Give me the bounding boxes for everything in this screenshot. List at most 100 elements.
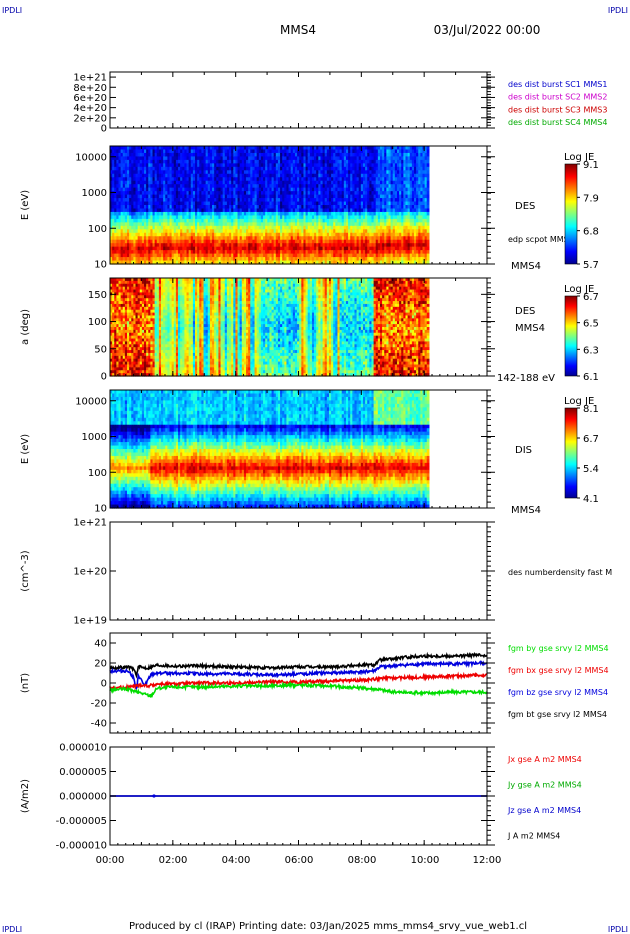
heatmap-cell xyxy=(127,156,130,161)
heatmap-cell xyxy=(129,173,132,178)
heatmap-cell xyxy=(180,208,183,213)
heatmap-cell xyxy=(156,211,160,217)
heatmap-cell xyxy=(171,232,175,237)
heatmap-cell xyxy=(141,239,145,244)
heatmap-cell xyxy=(124,184,128,189)
heatmap-cell xyxy=(114,246,117,251)
heatmap-cell xyxy=(133,152,137,158)
heatmap-cell xyxy=(184,239,188,244)
heatmap-cell xyxy=(114,201,117,206)
heatmap-cell xyxy=(156,257,160,262)
heatmap-cell xyxy=(165,250,168,255)
y-tick-label: 4e+20 xyxy=(73,103,107,114)
heatmap-cell xyxy=(144,208,147,213)
heatmap-cell xyxy=(144,194,147,199)
heatmap-cell xyxy=(156,191,160,196)
heatmap-cell xyxy=(127,215,130,220)
heatmap-cell xyxy=(184,198,188,203)
heatmap-cell xyxy=(186,152,190,158)
heatmap-cell xyxy=(118,170,122,175)
heatmap-cell xyxy=(122,159,126,164)
heatmap-cell xyxy=(173,159,177,164)
heatmap-cell xyxy=(127,163,130,168)
heatmap-cell xyxy=(150,194,154,199)
heatmap-cell xyxy=(186,222,190,227)
heatmap-cell xyxy=(146,201,149,206)
heatmap-cell xyxy=(182,198,186,203)
heatmap-cell xyxy=(152,253,156,258)
heatmap-cell xyxy=(131,260,134,265)
heatmap-cell xyxy=(182,163,186,168)
heatmap-cell xyxy=(146,152,149,158)
heatmap-cell xyxy=(186,187,190,192)
heatmap-cell xyxy=(122,184,126,189)
heatmap-cell xyxy=(182,232,186,237)
heatmap-cell xyxy=(135,257,139,262)
heatmap-cell xyxy=(180,225,183,230)
heatmap-cell xyxy=(135,152,139,158)
heatmap-cell xyxy=(167,198,171,203)
heatmap-cell xyxy=(120,218,124,223)
heatmap-cell xyxy=(129,163,132,168)
heatmap-cell xyxy=(165,184,168,189)
heatmap-cell xyxy=(171,243,175,248)
heatmap-cell xyxy=(139,177,143,182)
heatmap-cell xyxy=(120,177,124,182)
heatmap-cell xyxy=(184,184,188,189)
heatmap-cell xyxy=(133,250,137,255)
heatmap-cell xyxy=(124,239,128,244)
heatmap-cell xyxy=(175,173,179,178)
heatmap-cell xyxy=(175,253,179,258)
heatmap-cell xyxy=(171,170,175,175)
heatmap-cell xyxy=(175,222,179,227)
heatmap-cell xyxy=(161,173,164,178)
heatmap-cell xyxy=(124,149,128,154)
heatmap-cell xyxy=(150,166,154,171)
heatmap-cell xyxy=(165,156,168,161)
heatmap-cell xyxy=(118,222,122,227)
heatmap-cell xyxy=(154,152,158,158)
heatmap-cell xyxy=(150,201,154,206)
heatmap-cell xyxy=(173,156,177,161)
heatmap-cell xyxy=(178,253,181,258)
heatmap-cell xyxy=(120,243,124,248)
heatmap-cell xyxy=(120,149,124,154)
heatmap-cell xyxy=(122,156,126,161)
heatmap-cell xyxy=(120,225,124,230)
heatmap-cell xyxy=(175,146,179,151)
heatmap-cell xyxy=(154,173,158,178)
heatmap-cell xyxy=(178,229,181,234)
heatmap-cell xyxy=(148,198,151,203)
heatmap-cell xyxy=(167,156,171,161)
heatmap-cell xyxy=(169,225,173,230)
heatmap-cell xyxy=(141,170,145,175)
heatmap-cell xyxy=(175,218,179,223)
heatmap-cell xyxy=(161,253,164,258)
heatmap-cell xyxy=(167,239,171,244)
heatmap-cell xyxy=(139,187,143,192)
heatmap-cell xyxy=(161,236,164,241)
heatmap-cell xyxy=(139,246,143,251)
heatmap-cell xyxy=(152,243,156,248)
heatmap-cell xyxy=(112,232,115,237)
heatmap-cell xyxy=(184,170,188,175)
heatmap-cell xyxy=(171,194,175,199)
heatmap-cell xyxy=(167,184,171,189)
heatmap-cell xyxy=(110,163,113,168)
heatmap-cell xyxy=(141,152,145,158)
heatmap-cell xyxy=(137,243,141,248)
heatmap-cell xyxy=(163,152,166,158)
heatmap-cell xyxy=(133,177,137,182)
heatmap-cell xyxy=(131,146,134,151)
heatmap-cell xyxy=(173,208,177,213)
heatmap-cell xyxy=(141,173,145,178)
heatmap-cell xyxy=(133,222,137,227)
heatmap-cell xyxy=(186,260,190,265)
heatmap-cell xyxy=(154,215,158,220)
heatmap-cell xyxy=(144,225,147,230)
heatmap-cell xyxy=(178,156,181,161)
heatmap-cell xyxy=(180,184,183,189)
heatmap-cell xyxy=(112,205,115,210)
heatmap-cell xyxy=(139,232,143,237)
heatmap-cell xyxy=(131,246,134,251)
